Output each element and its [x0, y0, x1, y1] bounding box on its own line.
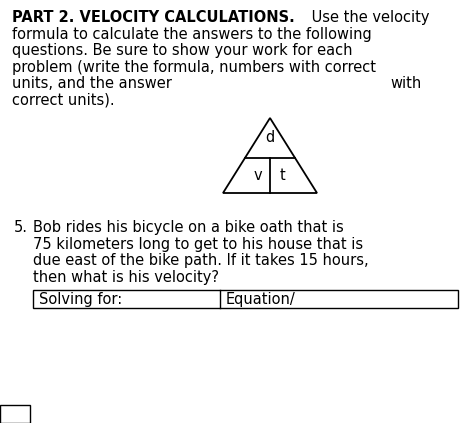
- Text: with: with: [390, 76, 421, 91]
- Text: then what is his velocity?: then what is his velocity?: [33, 269, 219, 285]
- Text: v: v: [253, 168, 262, 183]
- Text: Solving for:: Solving for:: [39, 291, 122, 307]
- Text: Equation/: Equation/: [226, 291, 296, 307]
- Text: 5.: 5.: [14, 220, 28, 235]
- Text: questions. Be sure to show your work for each: questions. Be sure to show your work for…: [12, 43, 352, 58]
- Text: Use the velocity: Use the velocity: [307, 10, 430, 25]
- Text: 75 kilometers long to get to his house that is: 75 kilometers long to get to his house t…: [33, 236, 363, 252]
- Text: due east of the bike path. If it takes 15 hours,: due east of the bike path. If it takes 1…: [33, 253, 369, 268]
- Bar: [0, 405, 30, 423]
- Text: Bob rides his bicycle on a bike oath that is: Bob rides his bicycle on a bike oath tha…: [33, 220, 344, 235]
- Text: PART 2. VELOCITY CALCULATIONS.: PART 2. VELOCITY CALCULATIONS.: [12, 10, 295, 25]
- Text: t: t: [280, 168, 285, 183]
- Text: correct units).: correct units).: [12, 93, 114, 107]
- Text: d: d: [265, 130, 275, 146]
- Text: formula to calculate the answers to the following: formula to calculate the answers to the …: [12, 27, 372, 41]
- Text: units, and the answer: units, and the answer: [12, 76, 172, 91]
- Bar: [33, 290, 458, 308]
- Text: problem (write the formula, numbers with correct: problem (write the formula, numbers with…: [12, 60, 376, 74]
